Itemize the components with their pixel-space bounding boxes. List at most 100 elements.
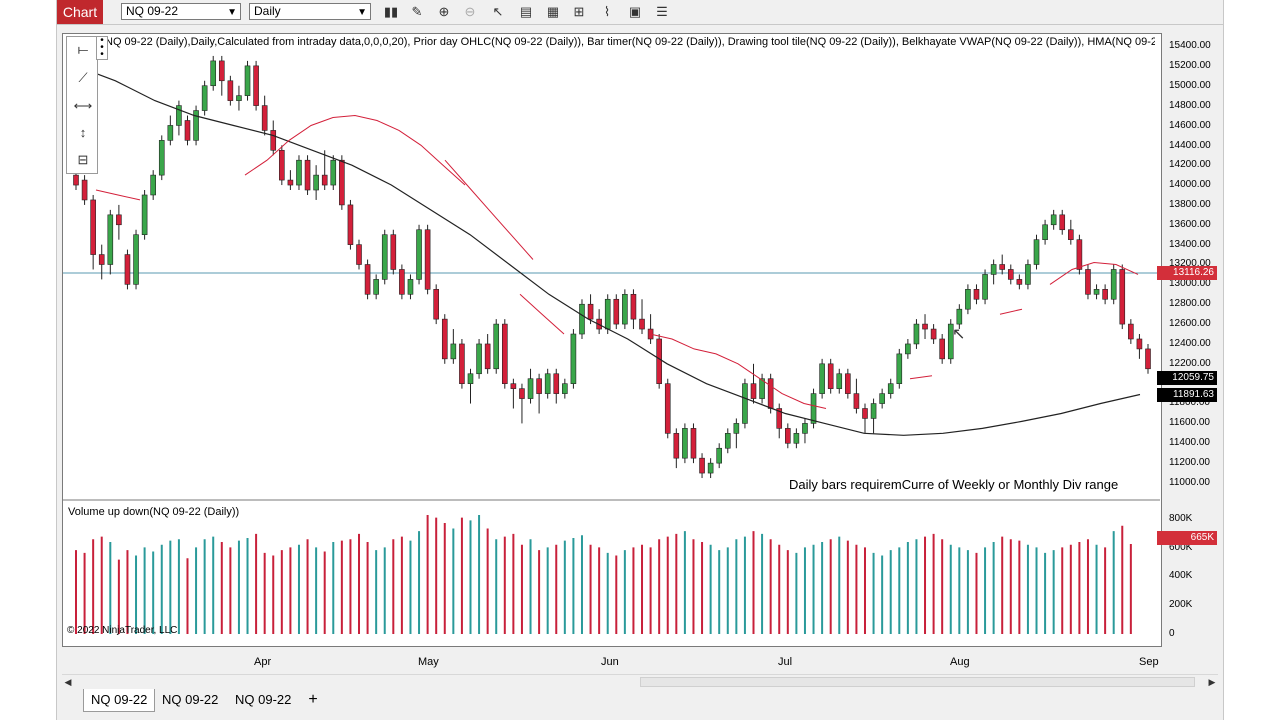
chart-window-tab[interactable]: Chart — [57, 0, 103, 24]
zoom-in-icon[interactable]: ⊕ — [438, 4, 450, 19]
price-axis-label: 12200.00 — [1169, 358, 1211, 369]
candle-up — [604, 298, 611, 330]
candle-down — [253, 65, 259, 106]
candle-up — [201, 85, 208, 111]
candle-up — [990, 264, 997, 275]
trend-line-icon[interactable]: ⟋ — [78, 70, 88, 85]
candle-up — [244, 65, 251, 96]
data-box-icon[interactable]: ▦ — [546, 4, 560, 19]
candle-up — [416, 229, 422, 280]
horizontal-line-icon[interactable]: ⟷ — [73, 98, 93, 113]
candle-up — [476, 343, 482, 375]
candle-down — [364, 264, 371, 295]
candle-up — [802, 423, 808, 434]
candle-up — [682, 428, 688, 459]
pencil-draw-icon[interactable]: ✎ — [411, 4, 423, 19]
price-axis-label: 11000.00 — [1169, 477, 1210, 488]
strategies-icon[interactable]: ⊞ — [573, 4, 585, 19]
price-axis-label: 14000.00 — [1169, 179, 1211, 190]
price-axis-label: 12800.00 — [1169, 298, 1211, 309]
bar-type-icon[interactable]: ▮▮ — [383, 4, 399, 19]
vwap-segment — [444, 159, 534, 260]
zoom-out-icon[interactable]: ⊖ — [464, 4, 476, 19]
chart-tab-3[interactable]: NQ 09-22 — [235, 692, 292, 707]
tile-grip-icon[interactable]: • • • — [96, 36, 108, 60]
candle-up — [158, 140, 165, 176]
candle-down — [922, 323, 928, 330]
candle-up — [819, 363, 825, 394]
vertical-line-icon[interactable]: ↕ — [79, 125, 87, 140]
chart-tab-2[interactable]: NQ 09-22 — [162, 692, 219, 707]
select-pointer-icon[interactable]: ↖ — [492, 4, 504, 19]
candle-down — [1007, 269, 1014, 280]
candle-up — [905, 343, 911, 355]
chart-panel[interactable] — [62, 33, 1162, 647]
horizontal-scrollbar[interactable]: ◀ ▶ — [62, 674, 1218, 689]
chevron-down-icon: ▼ — [357, 7, 367, 18]
price-axis-label: 13000.00 — [1169, 278, 1211, 289]
price-axis-label: 11200.00 — [1169, 457, 1210, 468]
candle-down — [424, 229, 431, 290]
chart-tab-bar: NQ 09-22 NQ 09-22 NQ 09-22 + — [57, 688, 1223, 720]
time-axis-label: Aug — [950, 656, 970, 668]
price-axis-label: 15400.00 — [1169, 40, 1211, 51]
candle-up — [870, 403, 877, 419]
bar-type-message: Daily bars requiremCurre of Weekly or Mo… — [789, 477, 1119, 492]
candle-down — [519, 388, 525, 399]
price-axis-label: 12600.00 — [1169, 318, 1211, 329]
price-axis-label: 14600.00 — [1169, 120, 1211, 131]
candle-down — [930, 328, 937, 340]
vwap-segment — [649, 333, 827, 409]
chart-properties-icon[interactable]: ▤ — [519, 4, 533, 19]
time-axis-label: Apr — [254, 656, 272, 668]
candle-up — [1093, 289, 1100, 295]
ruler-icon[interactable]: ⊟ — [77, 152, 89, 167]
volume-axis-label: 400K — [1169, 570, 1193, 581]
add-tab-button[interactable]: + — [308, 691, 318, 708]
volume-marker: 665K — [1157, 531, 1217, 545]
candle-down — [853, 393, 860, 409]
candle-down — [1068, 229, 1074, 240]
candle-up — [887, 383, 894, 394]
time-axis-label: Jul — [778, 656, 793, 668]
candle-up — [733, 423, 740, 434]
candle-down — [227, 80, 234, 101]
indicator-legend: NQ 09-22 (Daily),Daily,Calculated from i… — [105, 36, 1155, 48]
price-axis-label: 11600.00 — [1169, 417, 1210, 428]
candle-down — [433, 289, 439, 320]
price-axis-label: 14400.00 — [1169, 140, 1211, 151]
candle-up — [467, 373, 474, 384]
list-icon[interactable]: ☰ — [656, 4, 668, 19]
hma-price-marker: 11891.63 — [1157, 388, 1217, 402]
candle-down — [270, 130, 277, 151]
chart-toolbar: Chart NQ 09-22 ▼ Daily ▼ ▮▮ ✎ ⊕ ⊖ ↖ ▤ ▦ … — [57, 0, 1223, 25]
candle-down — [613, 298, 620, 325]
indicators-icon[interactable]: ⌇ — [603, 4, 611, 19]
candle-up — [150, 174, 156, 196]
candle-up — [1050, 214, 1057, 226]
candle-up — [579, 303, 585, 335]
chart-tab-1[interactable]: NQ 09-22 — [83, 688, 156, 712]
candle-down — [750, 383, 757, 399]
candle-down — [321, 174, 328, 186]
candle-down — [279, 149, 285, 181]
candle-up — [759, 378, 765, 399]
scroll-right-icon[interactable]: ▶ — [1208, 677, 1216, 687]
price-axis-label: 13400.00 — [1169, 239, 1211, 250]
interval-selector[interactable]: Daily ▼ — [249, 3, 371, 20]
candle-up — [716, 447, 723, 464]
vwap-segment — [999, 308, 1023, 315]
volume-axis-label: 200K — [1169, 599, 1193, 610]
candle-up — [107, 214, 114, 265]
vwap-segment — [519, 293, 565, 335]
volume-axis-label: 600K — [1169, 542, 1193, 553]
horizontal-ray-icon[interactable]: ⟝ — [77, 42, 89, 57]
candle-up — [493, 323, 500, 370]
scroll-thumb[interactable] — [640, 677, 1195, 687]
instrument-selector[interactable]: NQ 09-22 ▼ — [121, 3, 241, 20]
template-icon[interactable]: ▣ — [628, 4, 642, 19]
left-background — [0, 0, 56, 720]
scroll-left-icon[interactable]: ◀ — [64, 677, 72, 687]
candle-down — [845, 373, 851, 394]
